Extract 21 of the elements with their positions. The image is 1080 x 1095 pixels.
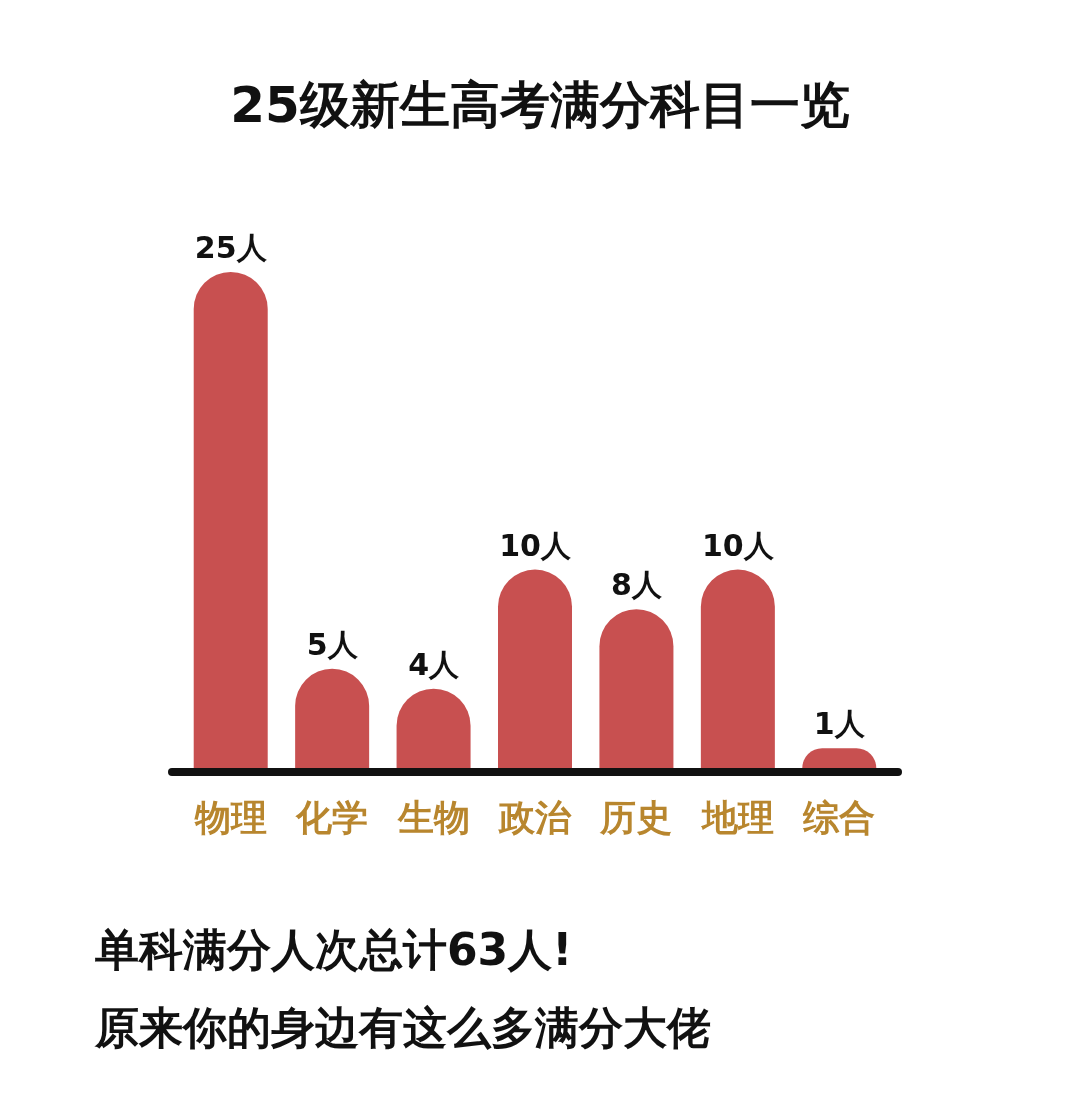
data-label: 8人	[610, 567, 663, 603]
x-tick-label: 政治	[498, 797, 572, 838]
x-tick-label: 地理	[699, 797, 774, 838]
chart-title: 25级新生高考满分科目一览	[230, 76, 850, 134]
data-label: 5人	[306, 626, 359, 662]
bar	[700, 569, 775, 768]
x-tick-label: 化学	[295, 797, 369, 838]
bar	[193, 272, 268, 768]
data-label: 25人	[194, 230, 268, 265]
x-tick-label: 物理	[193, 797, 267, 838]
x-tick-label: 历史	[599, 797, 673, 838]
data-label: 4人	[408, 646, 461, 682]
data-label: 10人	[499, 527, 572, 563]
bar	[498, 569, 572, 768]
x-tick-label: 综合	[802, 797, 876, 838]
x-tick-label: 生物	[396, 797, 470, 838]
text: 单科满分人次总计63人!	[94, 924, 573, 975]
data-label: 10人	[701, 527, 775, 563]
text: 原来你的身边有这么多满分大佬	[94, 1002, 711, 1053]
data-label: 1人	[813, 706, 866, 742]
bar	[599, 609, 674, 768]
